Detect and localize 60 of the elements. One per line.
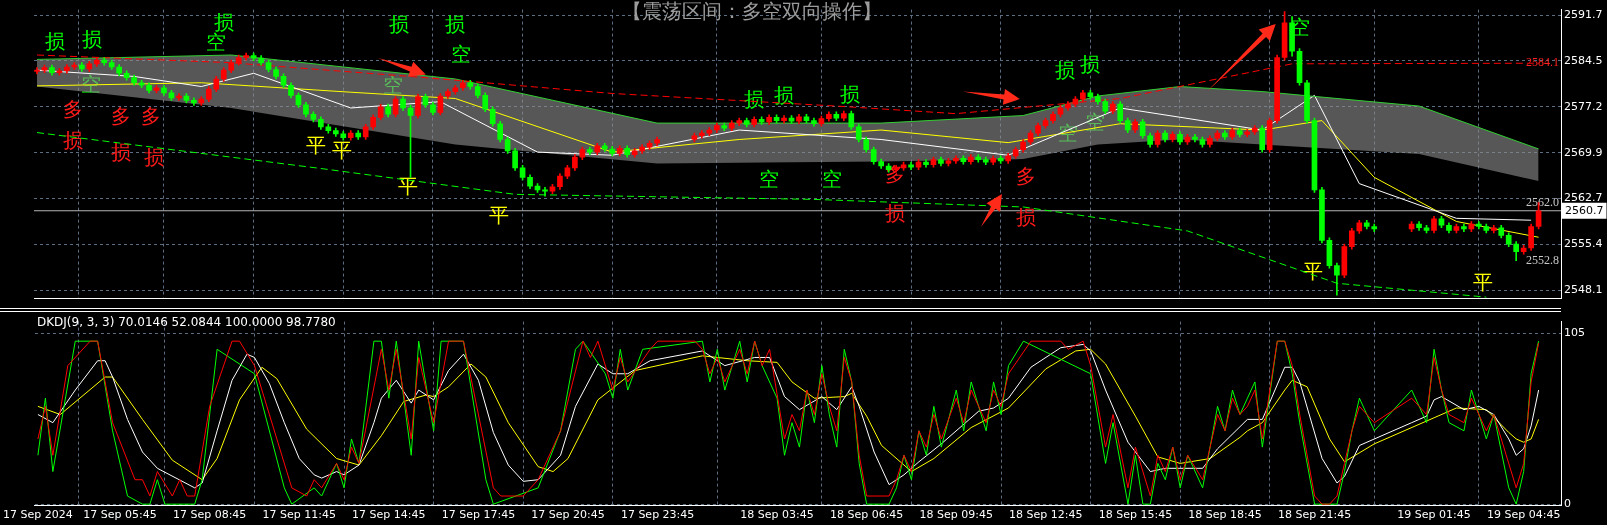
- y-tick-label: 0: [1564, 497, 1571, 511]
- x-tick-label: 18 Sep 15:45: [1098, 508, 1173, 522]
- annotation: 空: [451, 42, 472, 67]
- x-tick-label: 19 Sep 01:45: [1397, 508, 1471, 522]
- annotation: 平: [1473, 270, 1494, 295]
- x-tick-label: 17 Sep 17:45: [441, 508, 516, 522]
- x-tick-label: 17 Sep 08:45: [172, 508, 247, 522]
- annotation: 损: [62, 127, 83, 152]
- x-tick-label: 17 Sep 2024: [3, 508, 73, 522]
- annotation: 损: [1054, 58, 1075, 83]
- ref-line-label: 2560.7: [1565, 203, 1604, 217]
- annotation: 损: [839, 82, 860, 107]
- annotation: 损: [110, 139, 131, 164]
- annotation: 2552.8: [1526, 252, 1559, 267]
- annotation: 损: [1080, 51, 1101, 76]
- x-tick-label: 18 Sep 03:45: [740, 508, 814, 522]
- x-tick-label: 18 Sep 09:45: [919, 508, 993, 522]
- annotation: 空: [821, 166, 842, 191]
- y-tick-label: 2591.7: [1564, 8, 1603, 22]
- annotation: 平: [397, 174, 418, 199]
- annotation: 平: [306, 133, 327, 158]
- y-tick-label: 2569.9: [1564, 145, 1603, 159]
- annotation: 多: [62, 96, 83, 121]
- annotation: 平: [488, 202, 509, 227]
- x-tick-label: 18 Sep 06:45: [829, 508, 904, 522]
- chart-title: 【震荡区间：多空双向操作】: [621, 0, 882, 24]
- annotation: 损: [44, 29, 65, 54]
- annotation: 损: [143, 145, 164, 170]
- y-tick-label: 2577.2: [1564, 99, 1603, 113]
- annotation: 损: [445, 12, 466, 37]
- annotation: 损: [388, 12, 409, 37]
- x-tick-label: 17 Sep 20:45: [531, 508, 605, 522]
- y-tick-label: 2562.7: [1564, 191, 1603, 204]
- annotation: 多: [1016, 164, 1037, 189]
- annotation: 平: [1302, 259, 1323, 284]
- y-tick-label: 2584.5: [1564, 53, 1603, 67]
- x-tick-label: 19 Sep 04:45: [1486, 508, 1561, 522]
- annotation: 2562.0: [1526, 194, 1559, 209]
- y-tick-label: 2548.1: [1564, 283, 1603, 297]
- x-tick-label: 18 Sep 18:45: [1188, 508, 1262, 522]
- chart-title: DKDJ(9, 3, 3) 70.0146 52.0844 100.0000 98.7780: [36, 315, 336, 330]
- annotation: 空: [382, 72, 403, 97]
- annotation: 损: [884, 200, 905, 225]
- x-tick-label: 17 Sep 23:45: [620, 508, 695, 522]
- x-tick-label: 18 Sep 21:45: [1277, 508, 1352, 522]
- annotation: 多: [140, 103, 161, 128]
- x-tick-label: 18 Sep 12:45: [1009, 508, 1083, 522]
- x-tick-label: 17 Sep 14:45: [352, 508, 426, 522]
- y-tick-label: 2555.4: [1564, 237, 1603, 251]
- annotation: 平: [331, 138, 352, 163]
- annotation: 空: [759, 166, 780, 191]
- annotation: 损: [774, 82, 795, 107]
- annotation: 2584.1: [1526, 55, 1559, 70]
- annotation: 损: [82, 26, 103, 51]
- annotation: 多: [110, 103, 131, 128]
- x-tick-label: 17 Sep 11:45: [262, 508, 336, 522]
- annotation: 损: [744, 87, 765, 112]
- x-tick-label: 17 Sep 05:45: [83, 508, 157, 522]
- annotation: 损: [1016, 204, 1037, 229]
- y-tick-label: 105: [1564, 325, 1585, 339]
